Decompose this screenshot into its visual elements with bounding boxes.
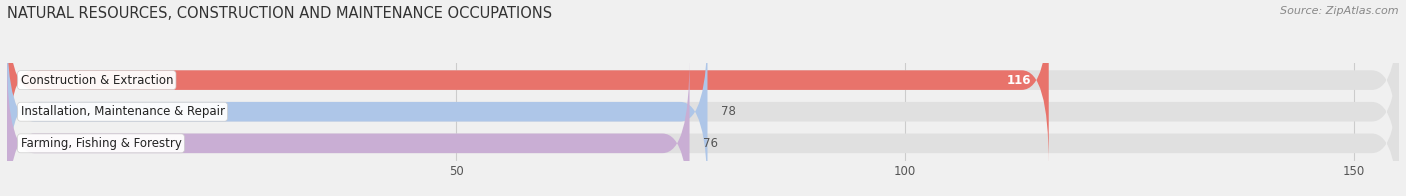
Text: 78: 78 xyxy=(721,105,735,118)
Text: 116: 116 xyxy=(1007,74,1031,87)
FancyBboxPatch shape xyxy=(7,27,1399,196)
FancyBboxPatch shape xyxy=(7,58,689,196)
FancyBboxPatch shape xyxy=(7,27,707,196)
Text: 76: 76 xyxy=(703,137,718,150)
Text: Installation, Maintenance & Repair: Installation, Maintenance & Repair xyxy=(21,105,225,118)
Text: Construction & Extraction: Construction & Extraction xyxy=(21,74,173,87)
FancyBboxPatch shape xyxy=(7,0,1399,165)
FancyBboxPatch shape xyxy=(7,58,1399,196)
Text: Farming, Fishing & Forestry: Farming, Fishing & Forestry xyxy=(21,137,181,150)
Text: NATURAL RESOURCES, CONSTRUCTION AND MAINTENANCE OCCUPATIONS: NATURAL RESOURCES, CONSTRUCTION AND MAIN… xyxy=(7,6,553,21)
FancyBboxPatch shape xyxy=(7,0,1049,165)
Text: Source: ZipAtlas.com: Source: ZipAtlas.com xyxy=(1281,6,1399,16)
